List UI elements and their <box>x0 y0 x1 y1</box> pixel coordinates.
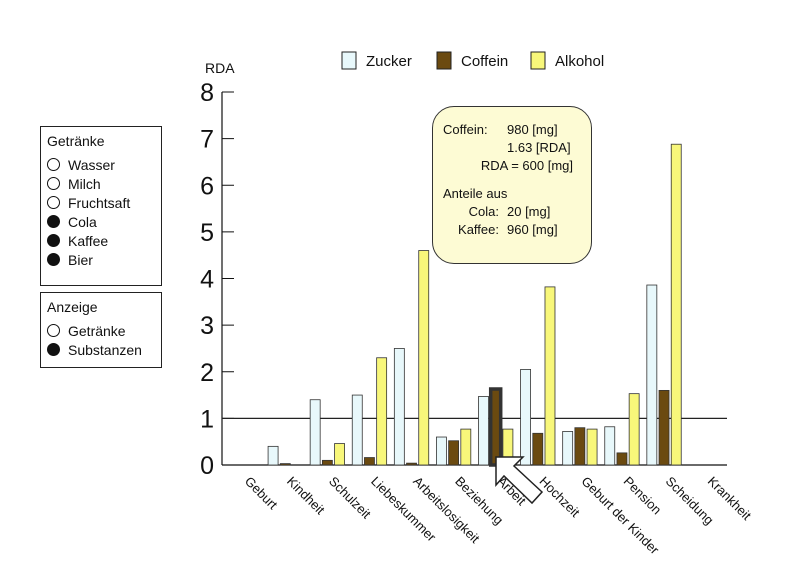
drink-label-cola: Cola <box>68 213 97 230</box>
bar-zucker-arbeitslosigkeit <box>393 348 405 466</box>
legend-swatch-zucker <box>341 51 357 70</box>
radio-cola[interactable] <box>47 215 60 228</box>
legend-label-zucker: Zucker <box>366 53 412 70</box>
drinks-panel-title: Getränke <box>47 133 105 149</box>
drink-option-wasser[interactable]: Wasser <box>47 155 155 174</box>
tooltip-cola-key: Cola: <box>468 204 499 219</box>
display-label-getraenke: Getränke <box>68 322 126 339</box>
pointer-arrow-icon <box>495 456 544 505</box>
radio-kaffee[interactable] <box>47 234 60 247</box>
bar-coffein-pension <box>616 452 628 466</box>
bar-zucker-kindheit <box>267 445 279 466</box>
y-tick-label: 3 <box>200 312 214 340</box>
tooltip-coffein-key: Coffein: <box>443 122 488 137</box>
bar-zucker-liebeskummer <box>351 394 363 466</box>
drink-option-kaffee[interactable]: Kaffee <box>47 231 155 250</box>
drink-label-fruchtsaft: Fruchtsaft <box>68 194 131 211</box>
bar-alkohol-hochzeit <box>544 286 556 466</box>
radio-milch[interactable] <box>47 177 60 190</box>
tooltip-shares-heading: Anteile aus <box>443 186 508 201</box>
tooltip-coffein-mg: 980 [mg] <box>507 122 558 137</box>
drink-label-kaffee: Kaffee <box>68 232 109 249</box>
tooltip-coffein-rda: 1.63 [RDA] <box>507 140 571 155</box>
radio-wasser[interactable] <box>47 158 60 171</box>
bar-zucker-pension <box>604 426 616 466</box>
tooltip-kaffee-key: Kaffee: <box>458 222 499 237</box>
y-axis-label: RDA <box>205 60 235 76</box>
y-tick-label: 2 <box>200 359 214 387</box>
bar-zucker-scheidung <box>646 284 658 466</box>
bar-zucker-arbeit <box>478 396 489 466</box>
radio-fruchtsaft[interactable] <box>47 196 60 209</box>
radio-substanzen[interactable] <box>47 343 60 356</box>
y-tick-label: 6 <box>200 172 214 200</box>
bar-alkohol-beziehung <box>460 428 472 466</box>
bar-alkohol-arbeitslosigkeit <box>418 250 430 466</box>
display-label-substanzen: Substanzen <box>68 341 142 358</box>
bar-coffein-liebeskummer <box>364 457 375 466</box>
drink-label-wasser: Wasser <box>68 156 115 173</box>
y-tick-label: 7 <box>200 126 214 154</box>
drinks-panel: Getränke Wasser Milch Fruchtsaft Cola Ka… <box>40 126 162 286</box>
x-tick-label: Kindheit <box>284 474 328 518</box>
bar-coffein-kindheit <box>279 463 291 466</box>
legend-label-alkohol: Alkohol <box>555 53 604 70</box>
bar-alkohol-pension <box>628 393 640 466</box>
x-tick-label: Hochzeit <box>536 474 583 521</box>
tooltip-kaffee-val: 960 [mg] <box>507 222 558 237</box>
x-tick-label: Geburt der Kinder <box>579 474 663 558</box>
y-tick-label: 8 <box>200 79 214 107</box>
drink-label-bier: Bier <box>68 251 93 268</box>
display-panel-title: Anzeige <box>47 299 98 315</box>
legend-swatch-coffein <box>436 51 452 70</box>
bar-zucker-geburt-der-kinder <box>562 431 574 466</box>
bar-coffein-schulzeit <box>321 459 333 466</box>
x-tick-label: Geburt <box>242 474 281 513</box>
bar-alkohol-liebeskummer <box>376 357 388 466</box>
display-panel: Anzeige Getränke Substanzen <box>40 292 162 368</box>
bar-coffein-arbeit <box>488 387 503 467</box>
bar-coffein-hochzeit <box>532 432 544 466</box>
legend-swatch-alkohol <box>530 51 546 70</box>
bar-alkohol-schulzeit <box>334 443 345 466</box>
tooltip-cola-val: 20 [mg] <box>507 204 551 219</box>
bar-coffein-scheidung <box>658 389 670 466</box>
coffein-tooltip: Coffein: 980 [mg] 1.63 [RDA] RDA = 600 [m… <box>432 106 592 264</box>
bar-zucker-beziehung <box>436 436 447 466</box>
tooltip-rda-reference: RDA = 600 [mg] <box>480 158 573 173</box>
bar-coffein-beziehung <box>448 440 460 466</box>
radio-getraenke[interactable] <box>47 324 60 337</box>
legend-label-coffein: Coffein <box>461 53 508 70</box>
drink-option-fruchtsaft[interactable]: Fruchtsaft <box>47 193 155 212</box>
display-option-getraenke[interactable]: Getränke <box>47 321 155 340</box>
radio-bier[interactable] <box>47 253 60 266</box>
drink-option-bier[interactable]: Bier <box>47 250 155 269</box>
drink-label-milch: Milch <box>68 175 101 192</box>
y-tick-label: 5 <box>200 219 214 247</box>
bar-zucker-hochzeit <box>520 369 531 466</box>
drink-option-cola[interactable]: Cola <box>47 212 155 231</box>
x-tick-label: Schulzeit <box>326 474 374 522</box>
y-tick-label: 4 <box>200 266 214 294</box>
bar-alkohol-geburt-der-kinder <box>586 428 598 466</box>
drink-option-milch[interactable]: Milch <box>47 174 155 193</box>
bar-coffein-arbeitslosigkeit <box>406 462 417 466</box>
bar-zucker-schulzeit <box>309 399 321 466</box>
display-option-substanzen[interactable]: Substanzen <box>47 340 155 359</box>
bar-coffein-geburt-der-kinder <box>574 427 586 466</box>
y-tick-label: 0 <box>200 452 214 480</box>
y-tick-label: 1 <box>200 405 214 433</box>
bar-alkohol-scheidung <box>670 143 682 466</box>
